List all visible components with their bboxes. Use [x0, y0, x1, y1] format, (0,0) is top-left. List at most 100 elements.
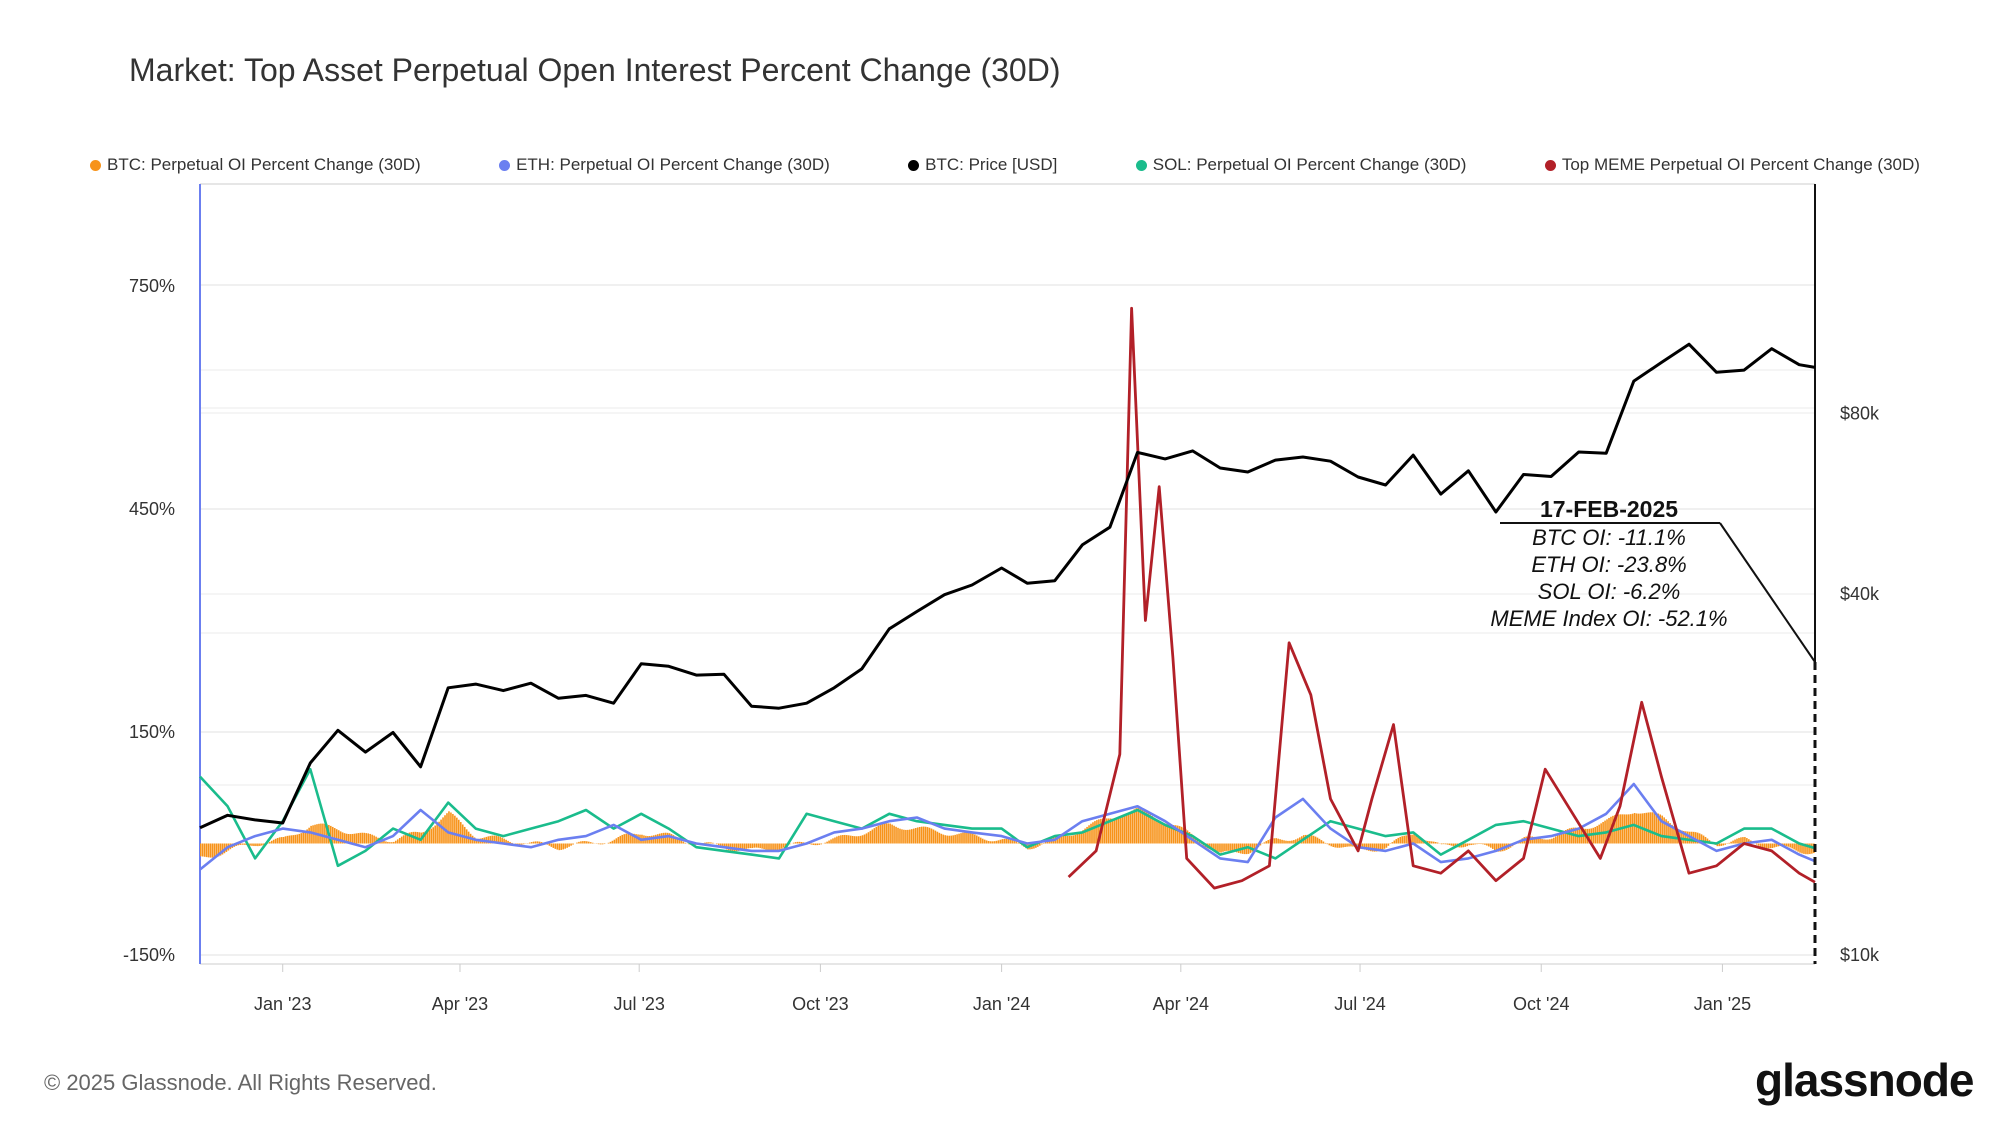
btc-oi-bar: [1759, 843, 1762, 847]
btc-oi-bar: [517, 843, 519, 845]
btc-oi-bar: [1082, 830, 1084, 844]
btc-oi-bar: [302, 832, 305, 844]
btc-oi-bar: [1291, 840, 1293, 844]
btc-oi-bar: [1143, 809, 1145, 844]
y-left-tick-label: 150%: [129, 722, 175, 742]
btc-oi-bar: [962, 832, 964, 844]
btc-oi-bar: [1086, 826, 1088, 844]
btc-oi-bar: [306, 829, 308, 844]
btc-oi-bar: [1165, 823, 1167, 844]
legend-item-btc-price[interactable]: BTC: Price [USD]: [908, 155, 1057, 175]
btc-oi-bar: [1163, 823, 1165, 844]
btc-oi-bar: [1037, 843, 1039, 847]
btc-oi-bar: [1060, 835, 1063, 844]
btc-oi-bar: [1665, 819, 1667, 844]
btc-oi-bar: [1373, 843, 1376, 852]
btc-oi-bar: [1044, 841, 1047, 844]
btc-oi-bar: [1789, 843, 1791, 848]
btc-oi-bar: [747, 843, 750, 849]
btc-oi-bar: [274, 838, 277, 844]
btc-oi-bar: [627, 833, 629, 844]
btc-oi-bar: [934, 830, 937, 844]
btc-oi-bar: [1214, 843, 1216, 851]
btc-oi-bar: [1694, 832, 1697, 844]
btc-oi-bar: [743, 843, 746, 850]
legend-item-meme-oi[interactable]: Top MEME Perpetual OI Percent Change (30…: [1544, 155, 1920, 175]
legend-label: Top MEME Perpetual OI Percent Change (30…: [1561, 155, 1920, 174]
btc-oi-bar: [1088, 825, 1090, 844]
legend-item-sol-oi[interactable]: SOL: Perpetual OI Percent Change (30D): [1135, 155, 1466, 175]
btc-oi-bar: [1470, 843, 1472, 846]
btc-oi-bar: [1659, 814, 1662, 844]
btc-oi-bar: [290, 835, 293, 844]
btc-oi-bar: [408, 832, 411, 844]
btc-oi-bar: [792, 842, 795, 844]
btc-oi-bar: [1293, 840, 1295, 844]
btc-oi-bar: [960, 833, 962, 844]
btc-oi-bar: [1446, 843, 1449, 845]
legend-item-btc-oi[interactable]: BTC: Perpetual OI Percent Change (30D): [90, 155, 421, 175]
btc-oi-bar: [1629, 814, 1632, 844]
btc-oi-bar: [975, 835, 978, 844]
btc-oi-bar: [946, 835, 949, 844]
btc-oi-bar: [448, 811, 450, 844]
btc-oi-bar: [564, 843, 566, 849]
btc-oi-bar: [1139, 807, 1142, 844]
btc-oi-bar: [1413, 834, 1415, 844]
btc-oi-bar: [1039, 843, 1041, 846]
btc-oi-bar: [782, 843, 785, 848]
btc-oi-bar: [322, 823, 324, 844]
btc-oi-bar: [938, 832, 941, 844]
btc-oi-bar: [1795, 843, 1797, 851]
btc-oi-bar: [424, 831, 427, 844]
btc-oi-bar: [985, 840, 988, 844]
btc-oi-bar: [847, 835, 850, 844]
btc-oi-bar: [1728, 842, 1730, 844]
btc-oi-bar: [716, 843, 718, 845]
btc-oi-bar: [1769, 843, 1772, 849]
btc-oi-bar: [1224, 843, 1226, 852]
btc-oi-bar: [1732, 840, 1734, 844]
btc-oi-bar: [1178, 826, 1181, 844]
btc-oi-bar: [1700, 834, 1703, 844]
btc-oi-bar: [599, 843, 602, 845]
legend-item-eth-oi[interactable]: ETH: Perpetual OI Percent Change (30D): [499, 155, 830, 175]
btc-oi-bar: [964, 832, 966, 844]
btc-oi-bar: [1791, 843, 1793, 849]
btc-oi-bar: [333, 828, 336, 844]
btc-oi-bar: [276, 837, 279, 844]
btc-oi-bar: [402, 835, 405, 844]
btc-oi-bar: [591, 842, 594, 844]
btc-oi-bar: [1450, 843, 1453, 846]
btc-oi-bar: [601, 843, 604, 845]
btc-oi-bar: [1661, 815, 1663, 844]
btc-oi-bar: [1803, 843, 1805, 854]
btc-oi-bar: [912, 828, 915, 844]
btc-oi-bar: [1161, 822, 1163, 844]
btc-oi-bar: [989, 841, 992, 844]
btc-oi-bar: [1568, 828, 1571, 844]
x-tick-label: Apr '24: [1153, 994, 1209, 1014]
btc-oi-bar: [824, 842, 826, 844]
btc-oi-bar: [1377, 843, 1380, 852]
btc-oi-bar: [1092, 822, 1094, 844]
btc-oi-bar: [1395, 839, 1398, 844]
btc-oi-bar: [1434, 841, 1437, 844]
btc-oi-bar: [1117, 818, 1120, 844]
btc-oi-bar: [1411, 834, 1413, 844]
btc-oi-bar: [391, 842, 393, 844]
btc-oi-bar: [1237, 843, 1240, 853]
btc-oi-bar: [1094, 821, 1096, 844]
btc-oi-bar: [1744, 837, 1746, 844]
btc-oi-bar: [855, 836, 858, 844]
btc-oi-bar: [459, 822, 462, 844]
btc-oi-bar: [662, 832, 665, 844]
btc-oi-bar: [1499, 843, 1502, 852]
btc-oi-bar: [749, 843, 752, 849]
legend-dot: [1544, 159, 1556, 171]
btc-oi-bar: [329, 825, 332, 844]
btc-oi-bar: [1111, 818, 1114, 844]
btc-oi-bar: [550, 843, 553, 847]
btc-oi-bar: [1149, 814, 1151, 844]
btc-oi-bar: [1169, 824, 1171, 844]
